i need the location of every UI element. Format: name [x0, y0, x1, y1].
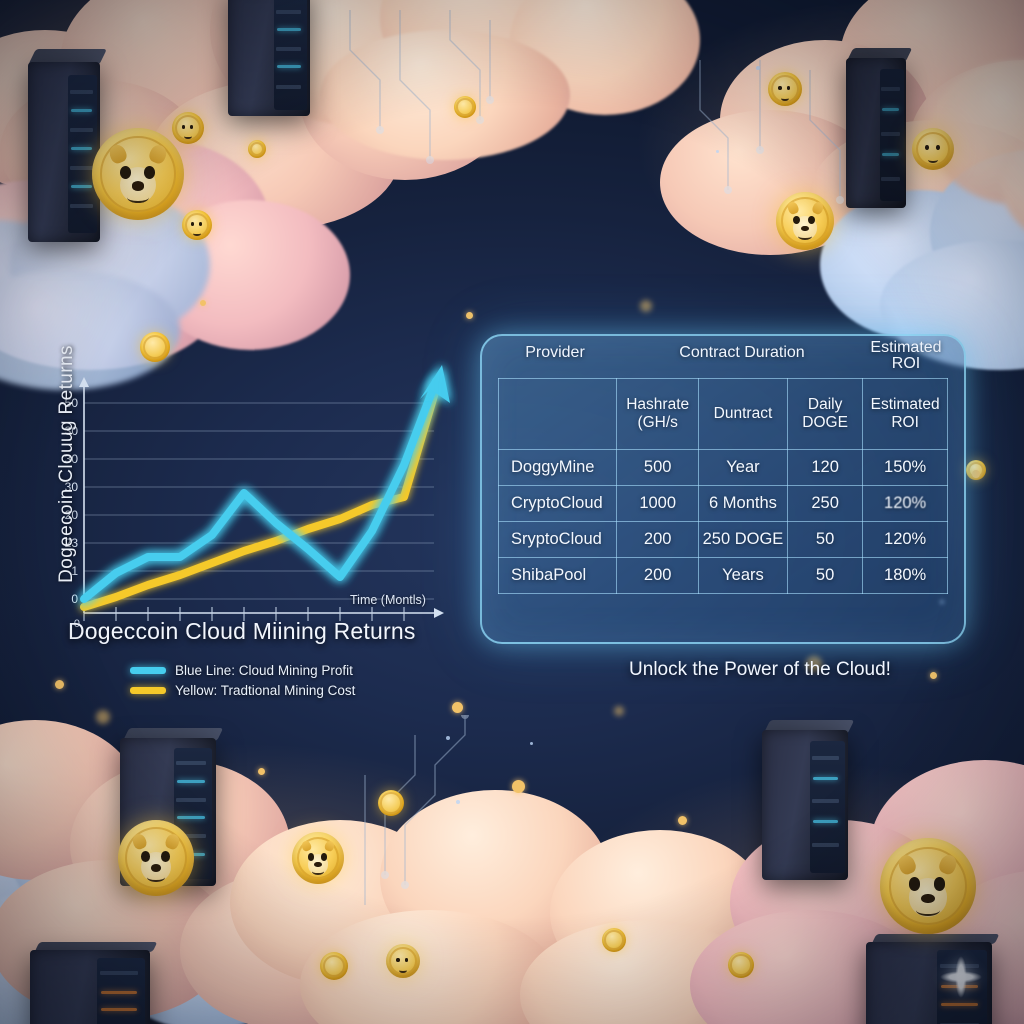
star-speck: [456, 800, 460, 804]
comparison-table-panel: Provider Contract Duration Estimated ROI…: [480, 334, 966, 644]
bokeh-dot: [452, 702, 463, 713]
svg-text:0: 0: [71, 592, 78, 606]
poster-tagline: Unlock the Power of the Cloud!: [629, 659, 891, 680]
table-row[interactable]: SryptoCloud 200 250 DOGE 50 120%: [497, 521, 948, 558]
sparkle-icon: [932, 948, 990, 1006]
doge-coin-bottom-right-sm: [602, 928, 626, 952]
col-header-blank: [497, 378, 618, 450]
bokeh-dot: [512, 780, 525, 793]
doge-coin-top-right-3: [912, 128, 954, 170]
provider-comparison-table: Hashrate (GH/s Duntract Daily DOGE Estim…: [497, 378, 948, 594]
chart-x-axis-title: Time (Montls): [350, 593, 426, 607]
cell-roi: 120%: [862, 521, 948, 558]
cell-hashrate: 1000: [616, 485, 699, 522]
col-header-duration: Duntract: [697, 378, 788, 450]
legend-swatch-yellow: [130, 686, 166, 694]
bokeh-dot: [640, 300, 652, 312]
doge-coin-small-top-left-2: [182, 210, 212, 240]
doge-coin-bottom-mid: [386, 944, 420, 978]
cell-provider: DoggyMine: [497, 449, 618, 486]
cell-hashrate: 500: [616, 449, 699, 486]
col-header-hashrate: Hashrate (GH/s: [616, 378, 699, 450]
cell-provider: SryptoCloud: [497, 521, 618, 558]
table-row[interactable]: CryptoCloud 1000 6 Months 250 120%: [497, 485, 948, 522]
server-rack-bottom-far-left: [30, 942, 158, 1024]
server-rack-bottom-center-right: [762, 719, 855, 880]
table-header-row: Hashrate (GH/s Duntract Daily DOGE Estim…: [497, 378, 948, 450]
cell-daily-doge: 250: [786, 485, 864, 522]
server-rack-top-center: [228, 0, 310, 116]
doge-coin-bottom-center-3: [320, 952, 348, 980]
doge-coin-top-right-2: [776, 192, 834, 250]
chart-legend: Blue Line: Cloud Mining Profit Yellow: T…: [130, 660, 355, 700]
doge-coin-bottom-left: [118, 820, 194, 896]
cell-roi: 120%: [862, 485, 948, 522]
col-header-daily-doge: Daily DOGE: [786, 378, 864, 450]
bokeh-dot: [614, 706, 624, 716]
cell-provider: ShibaPool: [497, 557, 618, 594]
circuit-trace-top: [349, 10, 494, 164]
legend-swatch-cyan: [130, 666, 166, 674]
cell-hashrate: 200: [616, 521, 699, 558]
legend-label-traditional-cost: Yellow: Tradtional Mining Cost: [175, 682, 356, 698]
server-rack-top-left: [28, 49, 107, 242]
legend-item-cloud-profit: Blue Line: Cloud Mining Profit: [130, 660, 355, 680]
star-speck: [530, 742, 533, 745]
cell-provider: CryptoCloud: [497, 485, 618, 522]
cell-daily-doge: 120: [786, 449, 864, 486]
returns-chart: Dogeecoin Clouug Returns: [38, 345, 458, 645]
cell-daily-doge: 50: [786, 521, 864, 558]
doge-coin-small-top-center-2: [248, 140, 266, 158]
bokeh-dot: [466, 312, 473, 319]
bokeh-dot: [55, 680, 64, 689]
cell-hashrate: 200: [616, 557, 699, 594]
outer-header-estimated-roi: Estimated ROI: [870, 339, 942, 372]
outer-header-provider: Provider: [525, 344, 585, 361]
outer-header-contract-duration: Contract Duration: [679, 344, 805, 361]
cell-duration: 6 Months: [697, 485, 788, 522]
bokeh-dot: [678, 816, 687, 825]
cell-roi: 150%: [862, 449, 948, 486]
doge-coin-bottom-center-2: [378, 790, 404, 816]
bokeh-dot: [200, 300, 206, 306]
doge-coin-small-top-center: [454, 96, 476, 118]
chart-y-axis-title: Dogeecoin Clouug Returns: [56, 345, 77, 583]
cell-roi: 180%: [862, 557, 948, 594]
table-row[interactable]: ShibaPool 200 Years 50 180%: [497, 557, 948, 594]
col-header-estimated-roi: Estimated ROI: [862, 378, 948, 450]
table-outer-header-row: Provider Contract Duration Estimated ROI: [482, 340, 964, 374]
star-speck: [756, 66, 760, 70]
cell-duration: Years: [697, 557, 788, 594]
doge-coin-small-top-left: [172, 112, 204, 144]
star-speck: [716, 150, 719, 153]
bokeh-dot: [972, 470, 980, 478]
legend-item-traditional-cost: Yellow: Tradtional Mining Cost: [130, 680, 355, 700]
table-row[interactable]: DoggyMine 500 Year 120 150%: [497, 449, 948, 486]
doge-coin-bottom-center: [292, 832, 344, 884]
legend-label-cloud-profit: Blue Line: Cloud Mining Profit: [175, 662, 353, 678]
bokeh-dot: [96, 710, 110, 724]
cell-duration: Year: [697, 449, 788, 486]
doge-coin-bottom-right-sm2: [728, 952, 754, 978]
cell-duration: 250 DOGE: [697, 521, 788, 558]
doge-coin-large-top-left: [92, 128, 184, 220]
circuit-trace-bottom: [364, 715, 469, 905]
bokeh-dot: [258, 768, 265, 775]
doge-coin-bottom-right: [880, 838, 976, 934]
star-speck: [446, 736, 450, 740]
doge-coin-top-right-1: [768, 72, 802, 106]
chart-title: Dogeccoin Cloud Miining Returns: [68, 618, 416, 644]
cell-daily-doge: 50: [786, 557, 864, 594]
